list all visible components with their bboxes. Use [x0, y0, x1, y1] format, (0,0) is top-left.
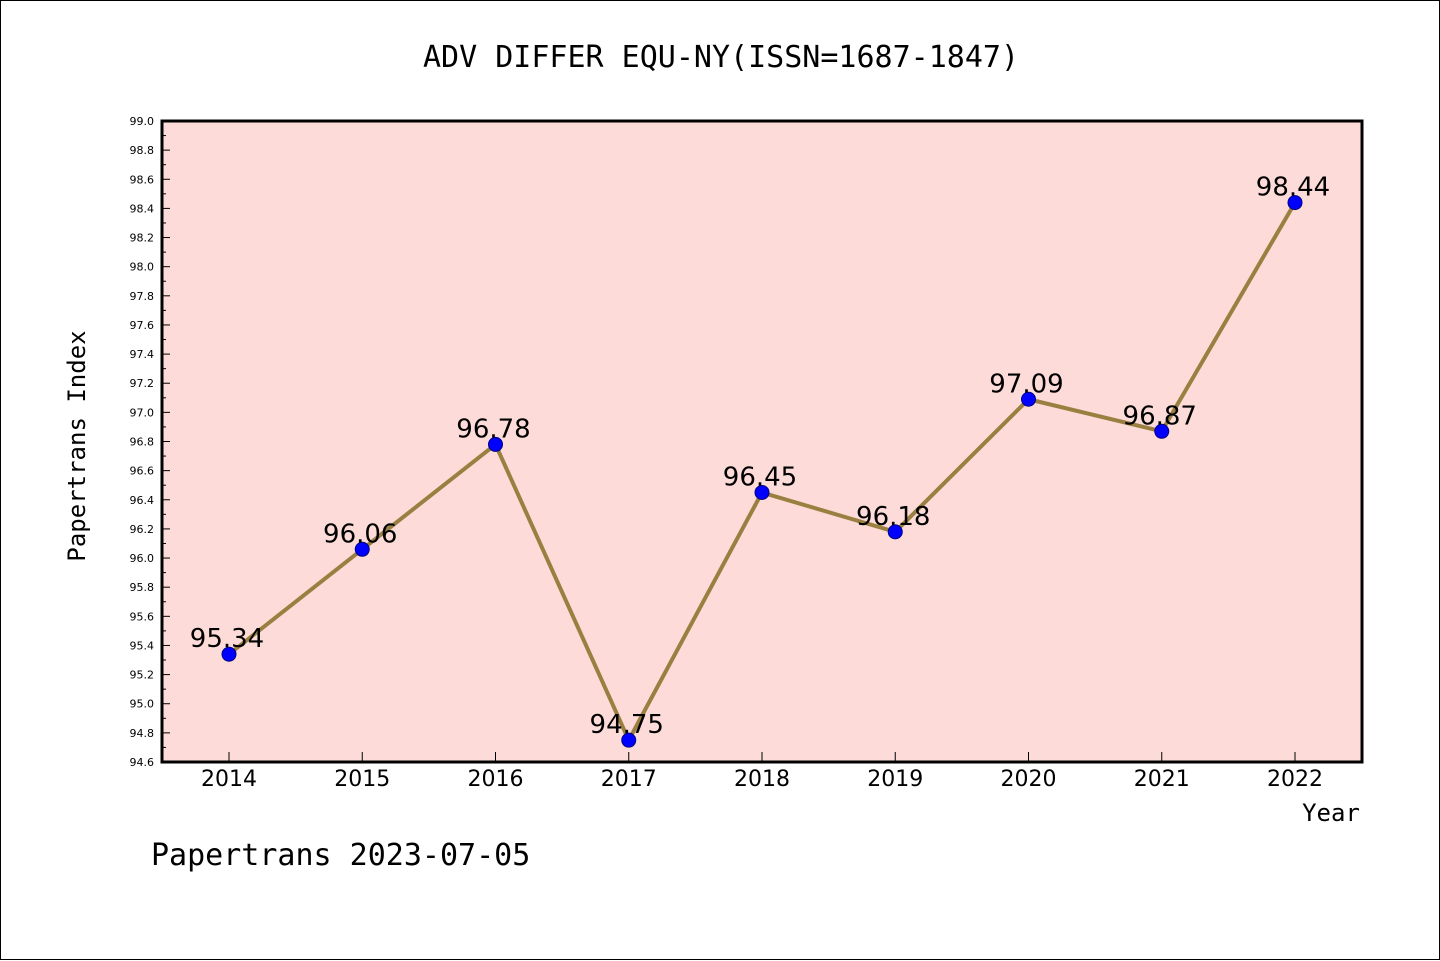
y-tick-label: 95.2 [130, 669, 155, 682]
y-tick-label: 94.6 [130, 756, 155, 769]
y-tick-label: 99.0 [130, 115, 155, 128]
y-tick-label: 98.0 [130, 261, 155, 274]
x-tick-label: 2018 [734, 767, 790, 792]
y-tick-label: 96.6 [130, 465, 155, 478]
data-point-label: 96.87 [1123, 401, 1197, 431]
y-axis-label: Papertrans Index [63, 330, 91, 561]
y-axis: 94.6 94.8 95.0 95.2 95.4 95.6 95.8 96.0 96.2 96.4… [130, 115, 170, 769]
data-point-marker [354, 541, 370, 557]
data-point-marker [1287, 195, 1303, 211]
x-tick-label: 2022 [1267, 767, 1323, 792]
y-tick-label: 98.6 [130, 173, 155, 186]
chart-title: ADV DIFFER EQU-NY(ISSN=1687-1847) [423, 40, 1019, 75]
x-tick-label: 2021 [1134, 767, 1190, 792]
y-tick-label: 96.4 [130, 494, 155, 507]
data-point-label: 97.09 [989, 369, 1063, 399]
y-tick-label: 95.4 [130, 639, 155, 652]
x-tick-label: 2016 [468, 767, 524, 792]
x-tick-label: 2019 [867, 767, 923, 792]
y-tick-label: 96.0 [130, 552, 155, 565]
y-tick-label: 95.0 [130, 698, 155, 711]
data-point-marker [1021, 391, 1036, 407]
x-axis: 2014 2015 2016 2017 2018 2019 2020 2021 2022 [201, 752, 1323, 792]
data-point-marker [488, 436, 503, 452]
data-point-label: 96.06 [323, 519, 397, 549]
y-tick-label: 97.4 [130, 348, 155, 361]
y-tick-label: 98.2 [130, 232, 155, 245]
x-tick-label: 2014 [201, 767, 257, 792]
y-tick-label: 98.4 [130, 202, 155, 215]
data-point-marker [1154, 423, 1170, 439]
plot-area [160, 119, 1364, 764]
y-tick-label: 94.8 [130, 727, 155, 740]
data-point-label: 98.44 [1256, 173, 1330, 203]
data-point-marker [621, 732, 637, 748]
y-tick-label: 95.8 [130, 581, 155, 594]
data-point-marker [887, 524, 903, 540]
x-tick-label: 2015 [334, 767, 390, 792]
data-point-label: 94.75 [590, 710, 664, 740]
data-point-marker [221, 646, 237, 662]
y-tick-label: 97.2 [130, 377, 155, 390]
data-point-label: 96.78 [456, 414, 530, 444]
data-point-marker [754, 484, 770, 500]
y-tick-label: 97.0 [130, 406, 155, 419]
x-tick-label: 2017 [601, 767, 657, 792]
data-point-label: 95.34 [190, 624, 264, 654]
y-tick-label: 96.2 [130, 523, 155, 536]
y-tick-label: 95.6 [130, 610, 155, 623]
data-point-label: 96.45 [723, 462, 797, 492]
series-line-group [221, 195, 1303, 748]
y-tick-label: 97.8 [130, 290, 155, 303]
y-tick-label: 97.6 [130, 319, 155, 332]
footer-credit: Papertrans 2023-07-05 [151, 838, 530, 873]
x-axis-label: Year [1302, 799, 1360, 827]
x-tick-label: 2020 [1001, 767, 1057, 792]
data-labels: 95.34 96.06 96.78 94.75 96.45 96.18 97.09 96.87… [190, 173, 1330, 741]
data-point-label: 96.18 [856, 502, 930, 532]
y-tick-label: 96.8 [130, 436, 155, 449]
y-tick-label: 98.8 [130, 144, 155, 157]
